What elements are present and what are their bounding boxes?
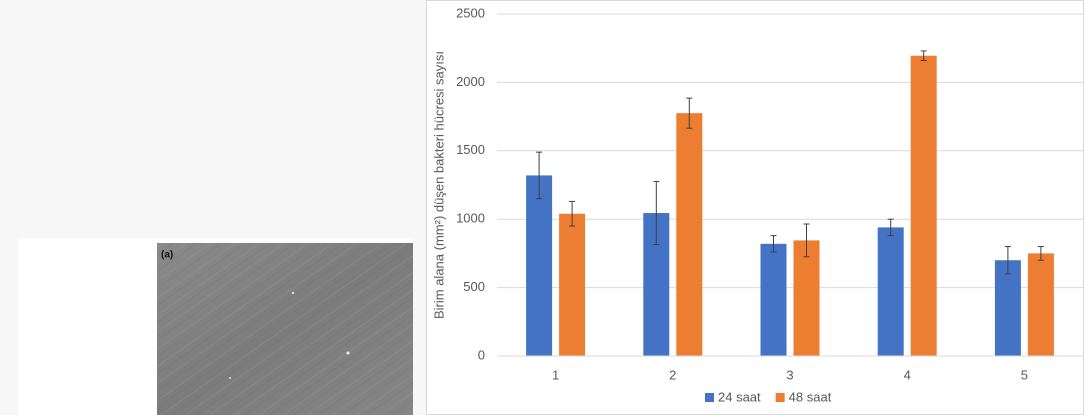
y-tick-label: 0 xyxy=(478,347,485,362)
legend-swatch xyxy=(705,393,714,402)
y-tick-label: 2500 xyxy=(456,5,485,20)
legend-swatch xyxy=(776,393,785,402)
x-tick-label: 3 xyxy=(786,367,793,382)
bar xyxy=(1028,253,1054,356)
y-tick-label: 2000 xyxy=(456,74,485,89)
y-tick-label: 500 xyxy=(463,279,485,294)
chart: Birim alana (mm²) düşen bakteri hücresi … xyxy=(426,0,1084,415)
x-tick-label: 5 xyxy=(1021,367,1028,382)
legend-label: 48 saat xyxy=(789,389,832,404)
bar xyxy=(526,175,552,356)
bar xyxy=(995,260,1021,356)
y-tick-label: 1500 xyxy=(456,142,485,157)
sem-image: (a) xyxy=(18,238,413,415)
bar xyxy=(676,113,702,356)
bar xyxy=(878,227,904,356)
bar xyxy=(559,214,585,356)
x-tick-label: 1 xyxy=(552,367,559,382)
page: (a) Birim alana (mm²) düşen bakteri hücr… xyxy=(0,0,1084,415)
bar xyxy=(911,56,937,356)
legend-label: 24 saat xyxy=(718,389,761,404)
y-axis-title: Birim alana (mm²) düşen bakteri hücresi … xyxy=(431,51,446,319)
x-tick-label: 2 xyxy=(669,367,676,382)
x-tick-label: 4 xyxy=(904,367,911,382)
image-label: (a) xyxy=(161,250,173,261)
chart-area xyxy=(427,1,1084,415)
y-tick-label: 1000 xyxy=(456,211,485,226)
bar xyxy=(794,240,820,356)
bar xyxy=(761,244,787,356)
image-panel: (a) xyxy=(18,238,413,415)
